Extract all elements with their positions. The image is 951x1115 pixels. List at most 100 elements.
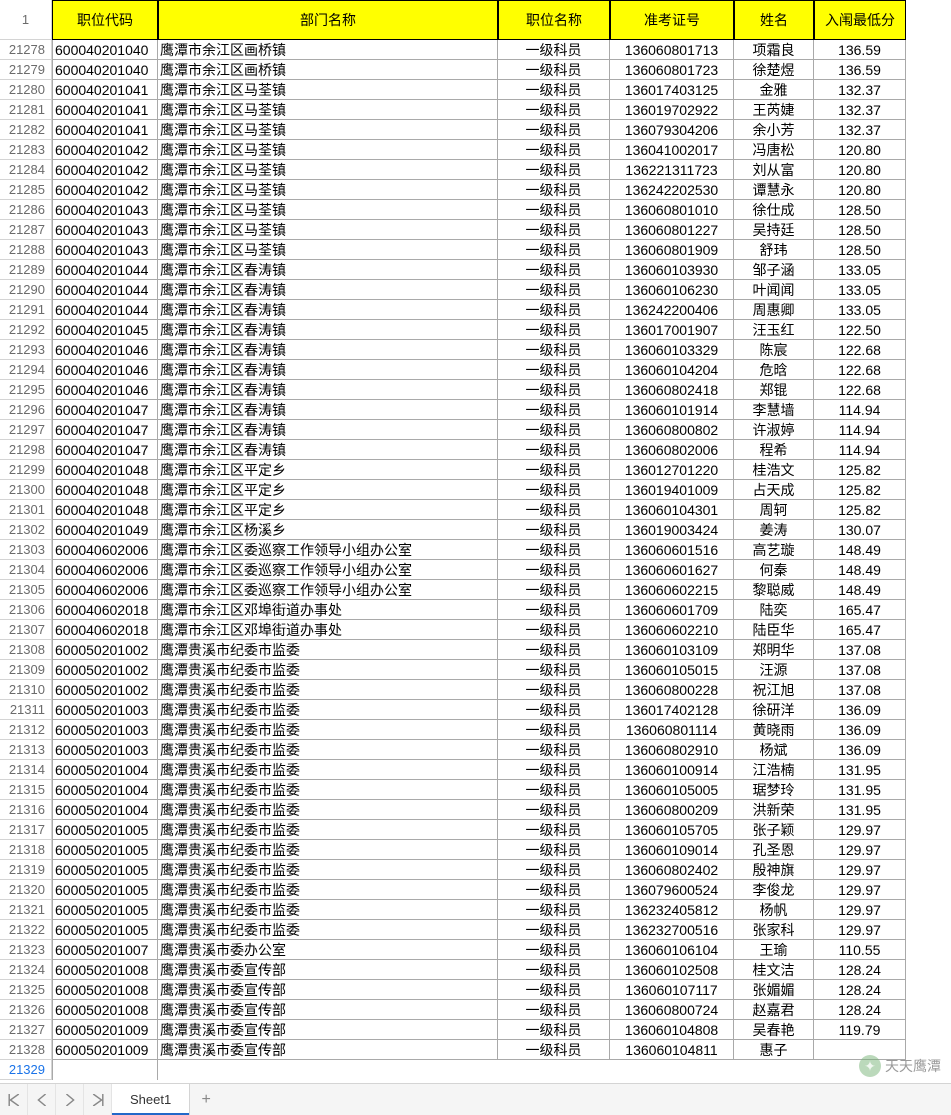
cell-code[interactable]: 600040201047 bbox=[52, 440, 158, 460]
cell-dept[interactable]: 鹰潭市余江区杨溪乡 bbox=[158, 520, 498, 540]
cell-dept[interactable]: 鹰潭贵溪市纪委市监委 bbox=[158, 700, 498, 720]
cell-score[interactable]: 128.24 bbox=[814, 960, 906, 980]
cell-code[interactable]: 600040201044 bbox=[52, 280, 158, 300]
cell-exam[interactable]: 136017403125 bbox=[610, 80, 734, 100]
cell-code[interactable]: 600050201003 bbox=[52, 700, 158, 720]
cell-dept[interactable]: 鹰潭市余江区平定乡 bbox=[158, 480, 498, 500]
cell-name[interactable]: 赵嘉君 bbox=[734, 1000, 814, 1020]
row-number[interactable]: 21287 bbox=[0, 220, 52, 240]
cell-score[interactable]: 128.24 bbox=[814, 980, 906, 1000]
cell-score[interactable]: 129.97 bbox=[814, 880, 906, 900]
cell-code[interactable]: 600040201043 bbox=[52, 200, 158, 220]
cell-name[interactable]: 王芮婕 bbox=[734, 100, 814, 120]
cell-dept[interactable]: 鹰潭市余江区春涛镇 bbox=[158, 380, 498, 400]
cell-name[interactable]: 吴持廷 bbox=[734, 220, 814, 240]
cell-code[interactable]: 600050201009 bbox=[52, 1040, 158, 1060]
cell-score[interactable]: 132.37 bbox=[814, 120, 906, 140]
row-number[interactable]: 21316 bbox=[0, 800, 52, 820]
cell-score[interactable]: 137.08 bbox=[814, 660, 906, 680]
cell-exam[interactable]: 136060801909 bbox=[610, 240, 734, 260]
cell-name[interactable]: 徐研洋 bbox=[734, 700, 814, 720]
cell-score[interactable]: 110.55 bbox=[814, 940, 906, 960]
cell-score[interactable]: 137.08 bbox=[814, 640, 906, 660]
cell-pos[interactable]: 一级科员 bbox=[498, 440, 610, 460]
cell-dept[interactable]: 鹰潭市余江区委巡察工作领导小组办公室 bbox=[158, 560, 498, 580]
cell-score[interactable]: 125.82 bbox=[814, 500, 906, 520]
nav-last-button[interactable] bbox=[84, 1084, 112, 1115]
cell-score[interactable]: 137.08 bbox=[814, 680, 906, 700]
cell-exam[interactable]: 136060801010 bbox=[610, 200, 734, 220]
cell-score[interactable]: 128.50 bbox=[814, 240, 906, 260]
cell-exam[interactable]: 136012701220 bbox=[610, 460, 734, 480]
cell-name[interactable]: 周轲 bbox=[734, 500, 814, 520]
row-number[interactable]: 21324 bbox=[0, 960, 52, 980]
cell-code[interactable]: 600050201003 bbox=[52, 740, 158, 760]
cell-name[interactable]: 徐楚煜 bbox=[734, 60, 814, 80]
cell-score[interactable]: 131.95 bbox=[814, 800, 906, 820]
cell-pos[interactable]: 一级科员 bbox=[498, 720, 610, 740]
cell-pos[interactable]: 一级科员 bbox=[498, 360, 610, 380]
cell-dept[interactable]: 鹰潭贵溪市纪委市监委 bbox=[158, 660, 498, 680]
column-header-dept[interactable]: 部门名称 bbox=[158, 0, 498, 40]
cell-score[interactable]: 136.09 bbox=[814, 700, 906, 720]
row-number[interactable]: 21293 bbox=[0, 340, 52, 360]
cell-dept[interactable]: 鹰潭市余江区马荃镇 bbox=[158, 220, 498, 240]
row-number[interactable]: 21326 bbox=[0, 1000, 52, 1020]
cell-name[interactable]: 黄晓雨 bbox=[734, 720, 814, 740]
cell-exam[interactable]: 136017001907 bbox=[610, 320, 734, 340]
cell-dept[interactable]: 鹰潭贵溪市纪委市监委 bbox=[158, 740, 498, 760]
cell-dept[interactable]: 鹰潭市余江区马荃镇 bbox=[158, 140, 498, 160]
row-number[interactable]: 21308 bbox=[0, 640, 52, 660]
cell-score[interactable]: 120.80 bbox=[814, 140, 906, 160]
cell-score[interactable]: 132.37 bbox=[814, 100, 906, 120]
row-number[interactable]: 21298 bbox=[0, 440, 52, 460]
cell-name[interactable]: 杨斌 bbox=[734, 740, 814, 760]
cell-name[interactable]: 周惠卿 bbox=[734, 300, 814, 320]
cell-pos[interactable]: 一级科员 bbox=[498, 240, 610, 260]
row-number[interactable]: 21325 bbox=[0, 980, 52, 1000]
cell-code[interactable]: 600040201047 bbox=[52, 400, 158, 420]
cell-pos[interactable]: 一级科员 bbox=[498, 620, 610, 640]
cell-code[interactable]: 600040602006 bbox=[52, 560, 158, 580]
cell-code[interactable]: 600040201048 bbox=[52, 460, 158, 480]
row-number[interactable]: 21282 bbox=[0, 120, 52, 140]
cell-empty[interactable] bbox=[158, 1060, 498, 1080]
column-header-name[interactable]: 姓名 bbox=[734, 0, 814, 40]
cell-pos[interactable]: 一级科员 bbox=[498, 940, 610, 960]
cell-exam[interactable]: 136019702922 bbox=[610, 100, 734, 120]
row-number[interactable]: 21280 bbox=[0, 80, 52, 100]
cell-score[interactable]: 122.68 bbox=[814, 360, 906, 380]
cell-exam[interactable]: 136060802418 bbox=[610, 380, 734, 400]
cell-score[interactable]: 129.97 bbox=[814, 860, 906, 880]
cell-exam[interactable]: 136221311723 bbox=[610, 160, 734, 180]
cell-code[interactable]: 600040201046 bbox=[52, 360, 158, 380]
cell-dept[interactable]: 鹰潭市余江区马荃镇 bbox=[158, 120, 498, 140]
cell-empty[interactable] bbox=[52, 1060, 158, 1080]
row-number[interactable]: 21309 bbox=[0, 660, 52, 680]
cell-code[interactable]: 600050201002 bbox=[52, 680, 158, 700]
row-number[interactable]: 21279 bbox=[0, 60, 52, 80]
cell-name[interactable]: 汪源 bbox=[734, 660, 814, 680]
cell-dept[interactable]: 鹰潭市余江区春涛镇 bbox=[158, 360, 498, 380]
cell-dept[interactable]: 鹰潭市余江区马荃镇 bbox=[158, 80, 498, 100]
row-number[interactable]: 21302 bbox=[0, 520, 52, 540]
cell-dept[interactable]: 鹰潭市余江区春涛镇 bbox=[158, 260, 498, 280]
row-number[interactable]: 21297 bbox=[0, 420, 52, 440]
cell-name[interactable]: 王瑜 bbox=[734, 940, 814, 960]
cell-exam[interactable]: 136060109014 bbox=[610, 840, 734, 860]
cell-exam[interactable]: 136060601709 bbox=[610, 600, 734, 620]
cell-exam[interactable]: 136232700516 bbox=[610, 920, 734, 940]
cell-exam[interactable]: 136060602215 bbox=[610, 580, 734, 600]
cell-code[interactable]: 600040201041 bbox=[52, 100, 158, 120]
row-number[interactable]: 21303 bbox=[0, 540, 52, 560]
cell-name[interactable]: 惠子 bbox=[734, 1040, 814, 1060]
cell-code[interactable]: 600050201003 bbox=[52, 720, 158, 740]
cell-dept[interactable]: 鹰潭市余江区春涛镇 bbox=[158, 440, 498, 460]
cell-name[interactable]: 陈宸 bbox=[734, 340, 814, 360]
cell-name[interactable]: 洪新荣 bbox=[734, 800, 814, 820]
cell-exam[interactable]: 136242202530 bbox=[610, 180, 734, 200]
cell-code[interactable]: 600050201004 bbox=[52, 780, 158, 800]
cell-dept[interactable]: 鹰潭市余江区平定乡 bbox=[158, 460, 498, 480]
cell-pos[interactable]: 一级科员 bbox=[498, 580, 610, 600]
cell-name[interactable]: 李俊龙 bbox=[734, 880, 814, 900]
